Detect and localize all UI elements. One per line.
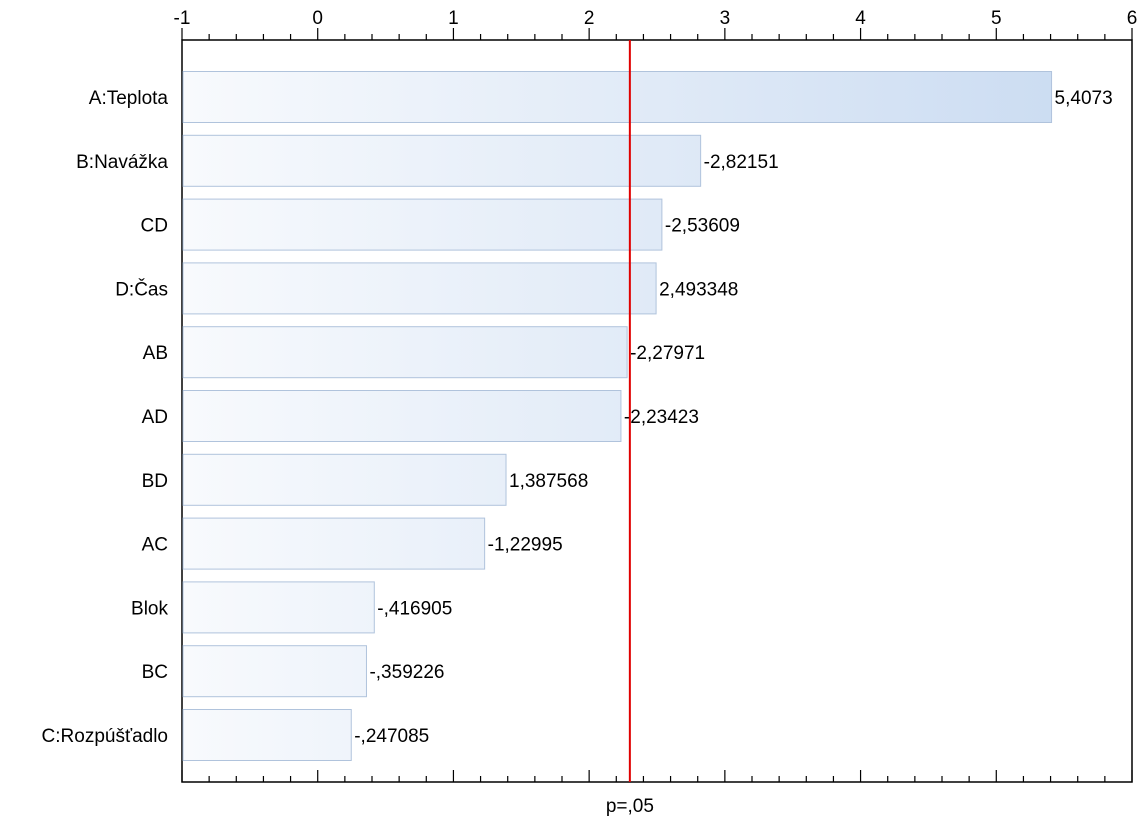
category-label: D:Čas (115, 278, 168, 300)
bar (182, 390, 622, 442)
x-axis-top-ticks (181, 28, 1133, 40)
value-label: -2,82151 (704, 152, 779, 173)
value-label: -2,27971 (630, 343, 705, 364)
value-label: 2,493348 (659, 279, 738, 300)
bar (182, 262, 657, 315)
value-label: -2,53609 (665, 216, 740, 237)
bar (182, 134, 702, 187)
bar (182, 709, 352, 761)
bar (182, 517, 486, 570)
x-tick-label: -1 (174, 8, 191, 29)
category-label: B:Navážka (76, 152, 168, 173)
category-label: BD (142, 471, 168, 492)
x-tick-label: 2 (584, 8, 595, 29)
bar (182, 198, 663, 251)
bar (182, 581, 375, 634)
x-axis-tick-labels: -1 0 1 2 3 4 5 6 (174, 8, 1138, 29)
x-axis-bottom-ticks (181, 770, 1133, 782)
bar (182, 453, 507, 506)
category-labels: A:Teplota B:Navážka CD D:Čas AB AD BD AC Blok BC C… (42, 88, 169, 747)
category-label: Blok (131, 598, 168, 619)
value-label: -1,22995 (488, 535, 563, 556)
value-label: -,416905 (377, 598, 452, 619)
value-label: 1,387568 (509, 471, 588, 492)
category-label: C:Rozpúšťadlo (42, 726, 168, 747)
x-tick-label: 5 (991, 8, 1002, 29)
value-label: 5,4073 (1055, 88, 1113, 109)
category-label: CD (141, 216, 168, 237)
category-label: AC (142, 535, 168, 556)
x-tick-label: 3 (720, 8, 731, 29)
x-tick-label: 0 (312, 8, 323, 29)
x-tick-label: 1 (448, 8, 459, 29)
bar (182, 326, 628, 379)
category-label: BC (142, 662, 168, 683)
value-label: -,359226 (369, 662, 444, 683)
significance-label: p=,05 (606, 796, 654, 817)
value-label: -2,23423 (624, 407, 699, 428)
bars (182, 71, 1053, 761)
x-tick-label: 6 (1127, 8, 1138, 29)
x-tick-label: 4 (855, 8, 866, 29)
category-label: A:Teplota (89, 88, 169, 109)
value-labels: 5,4073 -2,82151 -2,53609 2,493348 -2,27971 -2… (354, 88, 1112, 747)
value-label: -,247085 (354, 726, 429, 747)
bar (182, 71, 1053, 123)
plot-frame (181, 39, 1133, 783)
bar (182, 645, 367, 698)
category-label: AD (142, 407, 168, 428)
category-label: AB (143, 343, 168, 364)
